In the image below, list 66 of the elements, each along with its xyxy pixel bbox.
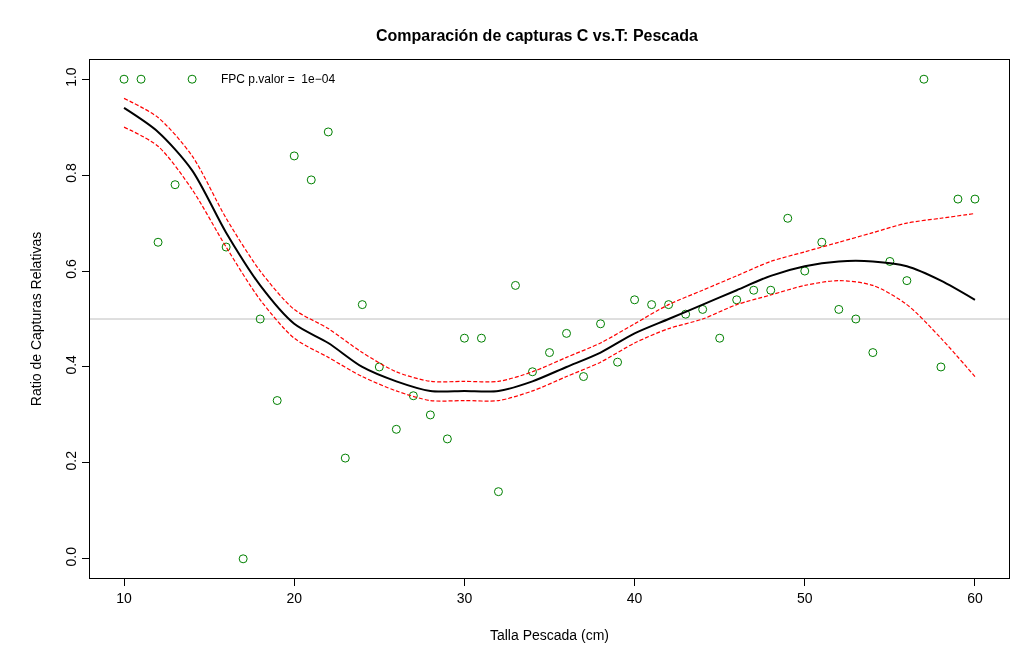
point: [715, 333, 725, 343]
point: [545, 348, 554, 358]
point: [289, 151, 299, 161]
x-tick-label: 30: [456, 589, 473, 606]
point: [323, 127, 333, 137]
point: [919, 74, 929, 84]
point: [817, 237, 827, 247]
point: [221, 242, 231, 252]
x-axis-title: Talla Pescada (cm): [489, 627, 610, 644]
point: [476, 333, 486, 343]
y-axis-title: Ratio de Capturas Relativas: [28, 231, 44, 407]
point: [170, 180, 180, 190]
annotation: FPC p.valor = 1e−04: [221, 72, 336, 86]
point: [238, 554, 248, 564]
point: [374, 362, 384, 372]
point: [187, 74, 197, 84]
point: [493, 487, 503, 497]
y-tick-label: 0.6: [63, 259, 80, 279]
point: [357, 300, 367, 310]
point: [119, 74, 129, 84]
y-tick-label: 0.8: [63, 163, 80, 183]
point: [459, 333, 469, 343]
point: [664, 300, 674, 310]
x-tick-label: 20: [286, 589, 303, 606]
point: [562, 328, 572, 338]
x-tick-label: 40: [626, 589, 643, 606]
point: [255, 314, 265, 324]
point: [698, 304, 708, 314]
point: [647, 300, 657, 310]
x-tick-label: 50: [796, 589, 813, 606]
point: [153, 237, 163, 247]
point: [613, 357, 623, 367]
x-tick-label: 10: [116, 589, 133, 606]
point: [783, 213, 793, 223]
point: [306, 175, 316, 185]
point: [902, 276, 912, 286]
x-tick-label: 60: [967, 589, 983, 606]
point: [936, 362, 946, 372]
y-tick-label: 0.0: [63, 546, 80, 567]
y-tick-label: 0.4: [63, 354, 80, 375]
point: [970, 194, 980, 204]
point: [272, 396, 282, 406]
point: [834, 304, 844, 314]
point: [340, 453, 350, 463]
point: [596, 319, 606, 329]
point: [510, 280, 520, 290]
point: [136, 74, 146, 84]
point: [953, 194, 963, 204]
chart-title: Comparación de capturas C vs.T: Pescada: [375, 27, 698, 45]
point: [630, 295, 640, 305]
y-tick-label: 0.2: [63, 450, 80, 471]
point: [800, 266, 810, 276]
point: [425, 410, 435, 420]
point: [749, 285, 759, 295]
point: [681, 309, 691, 319]
point: [732, 295, 742, 305]
point: [391, 424, 401, 434]
point: [442, 434, 452, 444]
point: [527, 367, 537, 377]
point: [885, 256, 895, 266]
y-tick-label: 1.0: [63, 67, 80, 87]
point: [408, 391, 418, 401]
point: [766, 285, 776, 295]
point: [851, 314, 861, 324]
point: [868, 348, 878, 358]
point: [579, 372, 589, 382]
